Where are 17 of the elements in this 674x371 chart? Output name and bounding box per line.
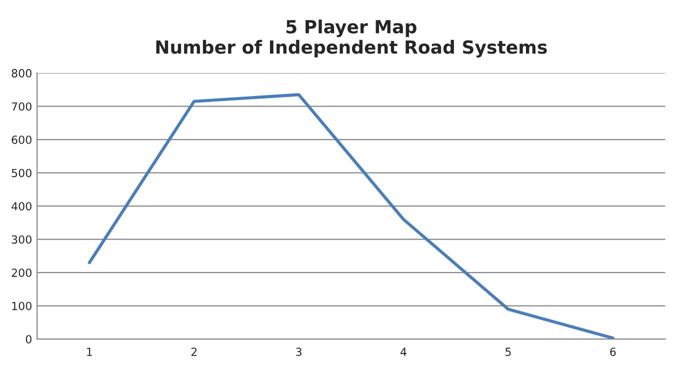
x-tick-label: 5 [506,348,511,356]
x-tick-label: 6 [610,348,616,356]
y-tick-label: 600 [12,136,32,144]
y-tick-label: 0 [26,335,32,344]
chart-title: 5 Player Map Number of Independent Road Systems [156,20,547,58]
x-tick-label: 4 [400,348,406,356]
y-tick-label: 500 [12,168,32,178]
y-tick-label: 200 [12,268,32,277]
y-tick-label: 300 [12,235,32,244]
x-tick-label: 2 [191,348,197,356]
y-tick-label: 400 [12,202,32,210]
y-tick-label: 100 [12,302,32,310]
x-tick-label: 3 [296,348,302,356]
x-tick-label: 1 [87,348,92,356]
y-tick-label: 800 [12,69,32,78]
line-series [88,93,614,340]
y-tick-label: 700 [12,102,32,111]
